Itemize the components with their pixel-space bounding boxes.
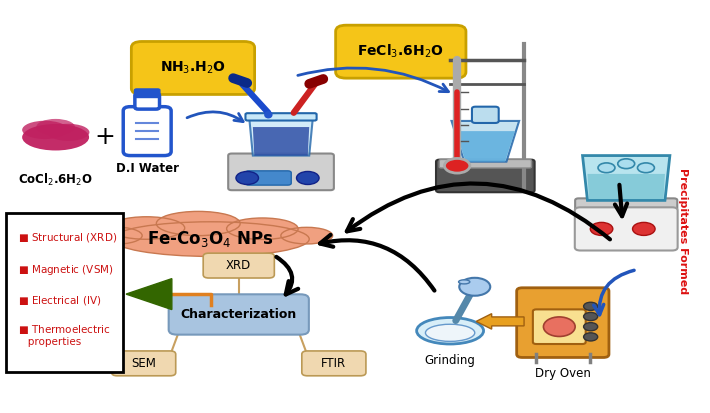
FancyBboxPatch shape [169, 294, 309, 335]
Text: $\blacksquare$ Electrical (IV): $\blacksquare$ Electrical (IV) [18, 294, 102, 307]
Text: FeCl$_3$.6H$_2$O: FeCl$_3$.6H$_2$O [357, 43, 444, 60]
Polygon shape [126, 279, 172, 310]
FancyBboxPatch shape [246, 171, 291, 185]
Ellipse shape [264, 111, 273, 119]
Ellipse shape [87, 227, 142, 244]
Ellipse shape [22, 121, 68, 139]
Polygon shape [456, 131, 515, 161]
FancyBboxPatch shape [111, 351, 175, 376]
FancyBboxPatch shape [203, 253, 274, 278]
Circle shape [297, 171, 319, 185]
Ellipse shape [226, 218, 298, 240]
FancyBboxPatch shape [517, 288, 609, 358]
FancyBboxPatch shape [135, 94, 160, 109]
FancyBboxPatch shape [246, 113, 317, 121]
Polygon shape [249, 119, 312, 156]
FancyBboxPatch shape [439, 159, 532, 168]
Text: XRD: XRD [226, 259, 251, 272]
Text: +: + [94, 125, 115, 149]
Circle shape [236, 171, 258, 185]
Text: SEM: SEM [131, 357, 156, 370]
Circle shape [459, 278, 490, 296]
Polygon shape [582, 156, 670, 200]
FancyBboxPatch shape [6, 213, 123, 372]
FancyBboxPatch shape [533, 309, 586, 344]
Ellipse shape [459, 280, 470, 284]
Ellipse shape [22, 124, 89, 150]
FancyBboxPatch shape [472, 107, 498, 123]
Polygon shape [452, 121, 519, 161]
Text: Grinding: Grinding [425, 354, 476, 368]
Text: Fe-Co$_3$O$_4$ NPs: Fe-Co$_3$O$_4$ NPs [148, 229, 274, 249]
Ellipse shape [156, 211, 240, 236]
Ellipse shape [425, 324, 475, 342]
Circle shape [590, 222, 613, 235]
Text: NH$_3$.H$_2$O: NH$_3$.H$_2$O [160, 60, 226, 76]
Circle shape [618, 159, 635, 169]
Text: FTIR: FTIR [322, 357, 346, 370]
Text: Dry Oven: Dry Oven [535, 367, 591, 380]
Text: Characterization: Characterization [180, 308, 297, 321]
Text: $\blacksquare$ Structural (XRD): $\blacksquare$ Structural (XRD) [18, 230, 117, 244]
Circle shape [598, 163, 615, 173]
Text: $\blacksquare$ Thermoelectric
   properties: $\blacksquare$ Thermoelectric properties [18, 323, 111, 347]
FancyBboxPatch shape [302, 351, 366, 376]
Ellipse shape [543, 317, 575, 337]
Ellipse shape [47, 124, 89, 141]
Text: CoCl$_2$.6H$_2$O: CoCl$_2$.6H$_2$O [18, 172, 93, 188]
Polygon shape [587, 174, 665, 199]
Text: Precipitates Formed: Precipitates Formed [677, 168, 687, 294]
FancyBboxPatch shape [228, 154, 334, 190]
Circle shape [444, 159, 470, 173]
FancyBboxPatch shape [134, 89, 160, 97]
Ellipse shape [112, 222, 310, 256]
Text: D.I Water: D.I Water [116, 161, 179, 175]
Polygon shape [253, 127, 310, 156]
Text: $\blacksquare$ Magnetic (VSM): $\blacksquare$ Magnetic (VSM) [18, 263, 114, 277]
Ellipse shape [417, 318, 484, 344]
FancyBboxPatch shape [336, 25, 466, 78]
Ellipse shape [281, 227, 332, 244]
Circle shape [584, 323, 598, 331]
FancyBboxPatch shape [131, 41, 255, 95]
FancyBboxPatch shape [575, 207, 677, 251]
FancyArrow shape [476, 313, 524, 329]
Ellipse shape [36, 119, 75, 135]
FancyBboxPatch shape [436, 160, 535, 192]
Circle shape [633, 222, 655, 235]
Circle shape [584, 333, 598, 341]
FancyBboxPatch shape [124, 107, 171, 156]
Ellipse shape [108, 217, 185, 239]
Circle shape [584, 302, 598, 311]
FancyBboxPatch shape [575, 198, 677, 211]
Circle shape [638, 163, 655, 173]
Circle shape [584, 313, 598, 320]
